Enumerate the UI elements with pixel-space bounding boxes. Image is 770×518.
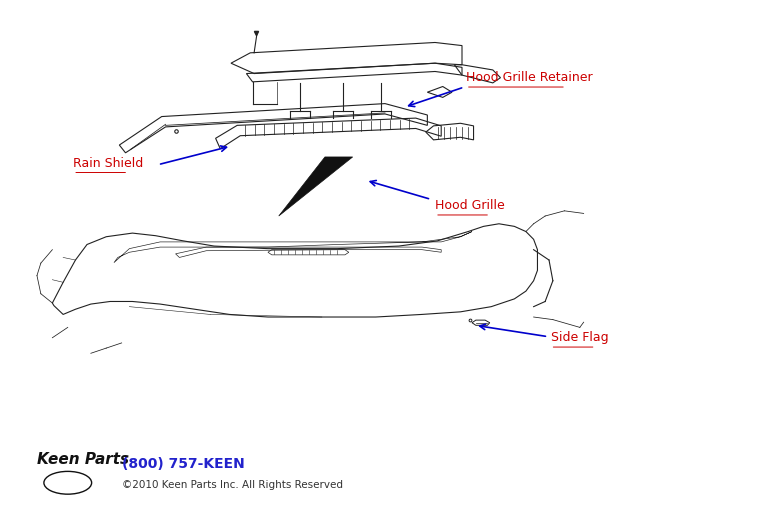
Text: Hood Grille: Hood Grille bbox=[435, 199, 505, 212]
Polygon shape bbox=[279, 157, 353, 216]
Text: Keen Parts: Keen Parts bbox=[37, 452, 129, 467]
Text: Rain Shield: Rain Shield bbox=[73, 157, 143, 170]
Text: Side Flag: Side Flag bbox=[551, 332, 608, 344]
Text: Hood Grille Retainer: Hood Grille Retainer bbox=[466, 71, 592, 84]
Text: ©2010 Keen Parts Inc. All Rights Reserved: ©2010 Keen Parts Inc. All Rights Reserve… bbox=[122, 480, 343, 490]
Text: (800) 757-KEEN: (800) 757-KEEN bbox=[122, 457, 244, 471]
